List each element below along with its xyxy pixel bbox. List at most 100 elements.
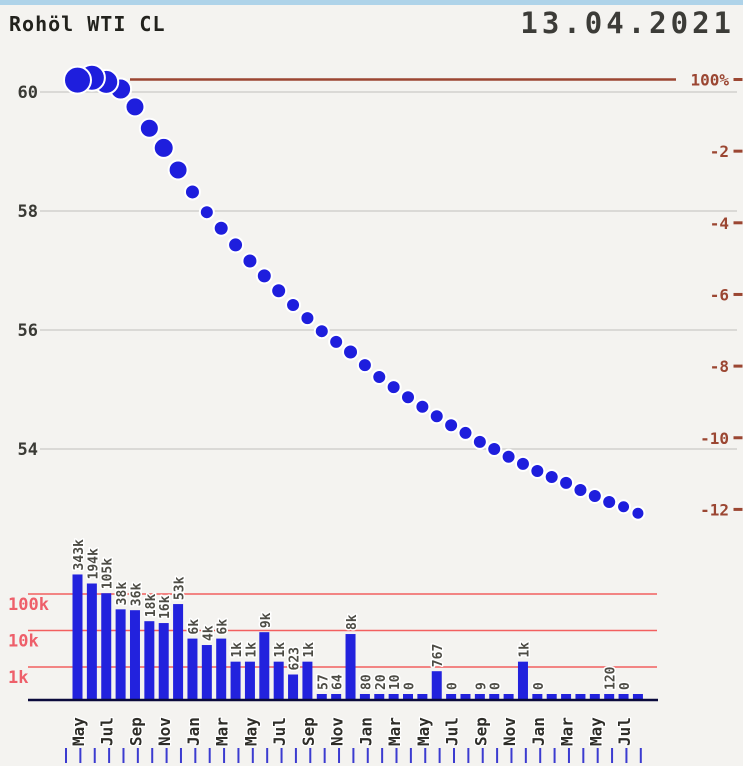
contract-price-bubble xyxy=(500,448,517,465)
bar-value-label: 9 xyxy=(474,682,489,690)
month-axis-label: Jul xyxy=(615,717,634,746)
bar-value-label: 18k xyxy=(144,594,159,618)
volume-bar xyxy=(302,661,313,700)
volume-bar xyxy=(72,574,83,700)
month-axis-label: Sep xyxy=(471,717,490,746)
volume-bar xyxy=(288,674,299,700)
month-axis-label: Jul xyxy=(443,717,462,746)
volume-bar xyxy=(532,694,543,700)
month-axis-label: Sep xyxy=(299,717,318,746)
price-axis-label: 56 xyxy=(18,321,38,341)
percent-axis-label: -4 xyxy=(710,214,729,233)
chart-title: Rohöl WTI CL xyxy=(9,12,166,36)
volume-bar xyxy=(173,604,184,700)
month-axis-label: Jul xyxy=(98,717,117,746)
contract-price-bubble xyxy=(400,389,417,406)
bar-value-label: 10 xyxy=(388,674,403,690)
contract-price-bubble xyxy=(270,282,288,300)
bar-value-label: 1k xyxy=(230,642,245,658)
volume-bar xyxy=(446,694,457,700)
bar-value-label: 4k xyxy=(201,625,216,641)
month-axis-label: Nov xyxy=(500,717,519,746)
month-axis-label: Jan xyxy=(529,717,548,746)
volume-bar xyxy=(273,661,284,700)
contract-price-bubble xyxy=(328,333,345,350)
volume-bar xyxy=(403,694,414,700)
volume-bar xyxy=(632,694,643,700)
chart-date: 13.04.2021 xyxy=(520,6,735,40)
month-axis-label: May xyxy=(586,717,605,746)
bar-value-label: 0 xyxy=(489,682,504,690)
percent-axis-tick xyxy=(733,221,743,225)
volume-bar xyxy=(115,609,126,700)
volume-bar xyxy=(144,621,155,700)
volume-bar xyxy=(259,632,270,700)
volume-bar xyxy=(158,623,169,700)
bar-value-label: 0 xyxy=(532,682,547,690)
contract-price-bubble xyxy=(255,267,273,285)
bar-value-label: 80 xyxy=(359,674,374,690)
volume-bar xyxy=(244,661,255,700)
bar-value-label: 0 xyxy=(618,682,633,690)
contract-price-bubble xyxy=(183,183,201,201)
contract-price-bubble xyxy=(529,463,546,480)
bar-value-label: 0 xyxy=(403,682,418,690)
bar-value-label: 8k xyxy=(345,614,360,630)
contract-price-bubble xyxy=(572,482,589,499)
contract-price-bubble xyxy=(586,488,603,505)
bar-value-label: 9k xyxy=(259,612,274,628)
contract-price-bubble xyxy=(313,323,330,340)
contract-price-bubble xyxy=(342,343,360,361)
volume-bar xyxy=(604,694,615,700)
bar-value-label: 38k xyxy=(115,582,130,606)
contract-price-bubble xyxy=(63,65,92,95)
contract-price-bubble xyxy=(601,493,618,510)
volume-bar xyxy=(388,694,399,700)
contract-price-bubble xyxy=(227,236,245,254)
percent-axis-label: -6 xyxy=(710,285,729,304)
volume-bar xyxy=(460,694,471,700)
window-top-strip xyxy=(0,0,743,5)
percent-axis-tick xyxy=(733,436,743,440)
contract-price-bubble xyxy=(371,369,388,386)
bar-value-label: 1k xyxy=(273,642,288,658)
percent-axis-tick xyxy=(733,507,743,511)
volume-bar xyxy=(359,694,370,700)
volume-bar xyxy=(129,610,140,700)
month-axis-label: Mar xyxy=(385,717,404,746)
volume-bar xyxy=(489,694,500,700)
bar-value-label: 36k xyxy=(129,583,144,607)
volume-bar xyxy=(201,645,212,700)
contract-price-bubble xyxy=(457,424,474,441)
month-axis-label: Jul xyxy=(270,717,289,746)
bar-value-label: 6k xyxy=(187,619,202,635)
percent-axis-label: -12 xyxy=(700,500,729,519)
percent-axis-label: -8 xyxy=(710,357,729,376)
contract-price-bubble xyxy=(124,96,146,118)
bar-value-label: 1k xyxy=(244,642,259,658)
month-axis-label: Sep xyxy=(126,717,145,746)
bar-value-label: 105k xyxy=(101,558,116,589)
volume-bar xyxy=(517,661,528,700)
contract-price-bubble xyxy=(443,417,460,434)
bar-value-label: 623 xyxy=(288,647,303,670)
contract-price-bubble xyxy=(299,310,316,327)
percent-axis-tick xyxy=(733,78,743,82)
bar-value-label: 57 xyxy=(316,674,331,690)
bar-value-label: 16k xyxy=(158,595,173,619)
contract-price-bubble xyxy=(514,455,531,472)
volume-axis-label: 10k xyxy=(8,632,39,652)
volume-bar xyxy=(374,694,385,700)
percent-axis-tick xyxy=(733,149,743,153)
month-axis-label: Mar xyxy=(558,717,577,746)
contract-price-bubble xyxy=(138,117,160,139)
volume-bar xyxy=(431,671,442,700)
contract-price-bubble xyxy=(558,474,575,491)
contract-price-bubble xyxy=(616,499,632,515)
percent-axis-tick xyxy=(733,364,743,368)
volume-bar xyxy=(575,694,586,700)
bar-value-label: 20 xyxy=(374,674,389,690)
price-axis-label: 58 xyxy=(18,202,38,222)
